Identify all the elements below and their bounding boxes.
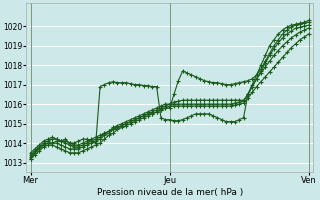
X-axis label: Pression niveau de la mer( hPa ): Pression niveau de la mer( hPa ) [97, 188, 243, 197]
